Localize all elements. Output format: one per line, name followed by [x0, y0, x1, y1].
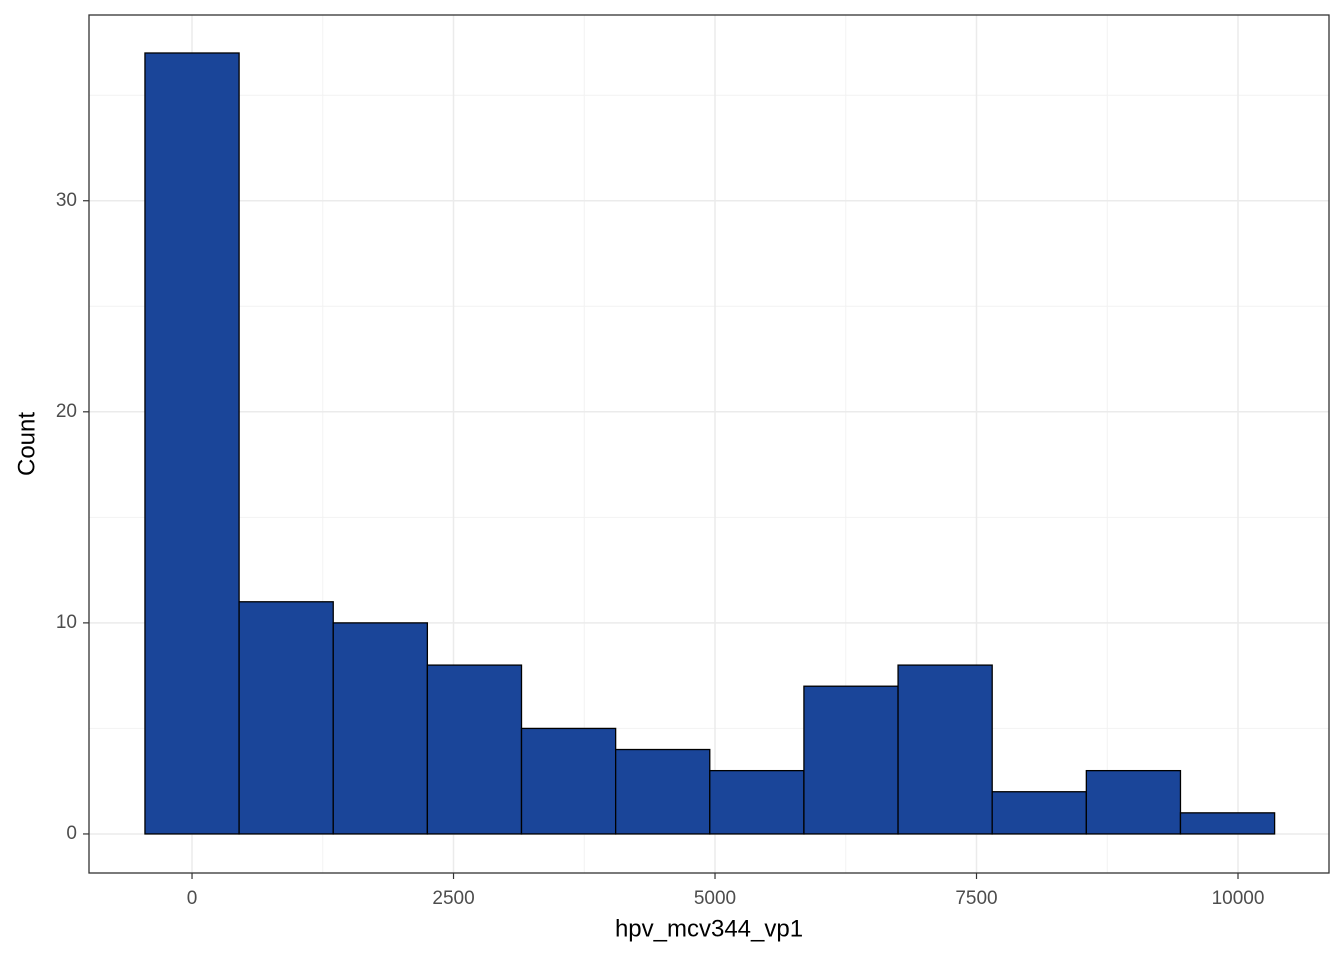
bar: [332, 622, 429, 835]
x-tick-label: 0: [187, 888, 198, 909]
bar: [991, 791, 1087, 835]
bar: [709, 769, 805, 835]
bar: [238, 601, 334, 835]
y-tick-label: 10: [56, 612, 77, 633]
panel-border: [88, 14, 1330, 874]
x-tick-label: 2500: [432, 888, 474, 909]
y-tick-label: 20: [56, 401, 77, 422]
bar: [1085, 769, 1182, 835]
bar: [614, 748, 711, 835]
x-axis-title: hpv_mcv344_vp1: [615, 915, 803, 942]
y-axis-title: Count: [13, 412, 40, 476]
x-tick-label: 7500: [955, 888, 997, 909]
bar: [803, 685, 899, 835]
bar: [897, 664, 993, 835]
bar: [144, 52, 240, 835]
x-tick-label: 5000: [694, 888, 736, 909]
bar: [1179, 812, 1276, 835]
y-tick-label: 30: [56, 190, 77, 211]
bar: [520, 727, 617, 835]
bar: [426, 664, 523, 835]
x-tick-label: 10000: [1212, 888, 1265, 909]
y-tick-label: 0: [66, 823, 77, 844]
